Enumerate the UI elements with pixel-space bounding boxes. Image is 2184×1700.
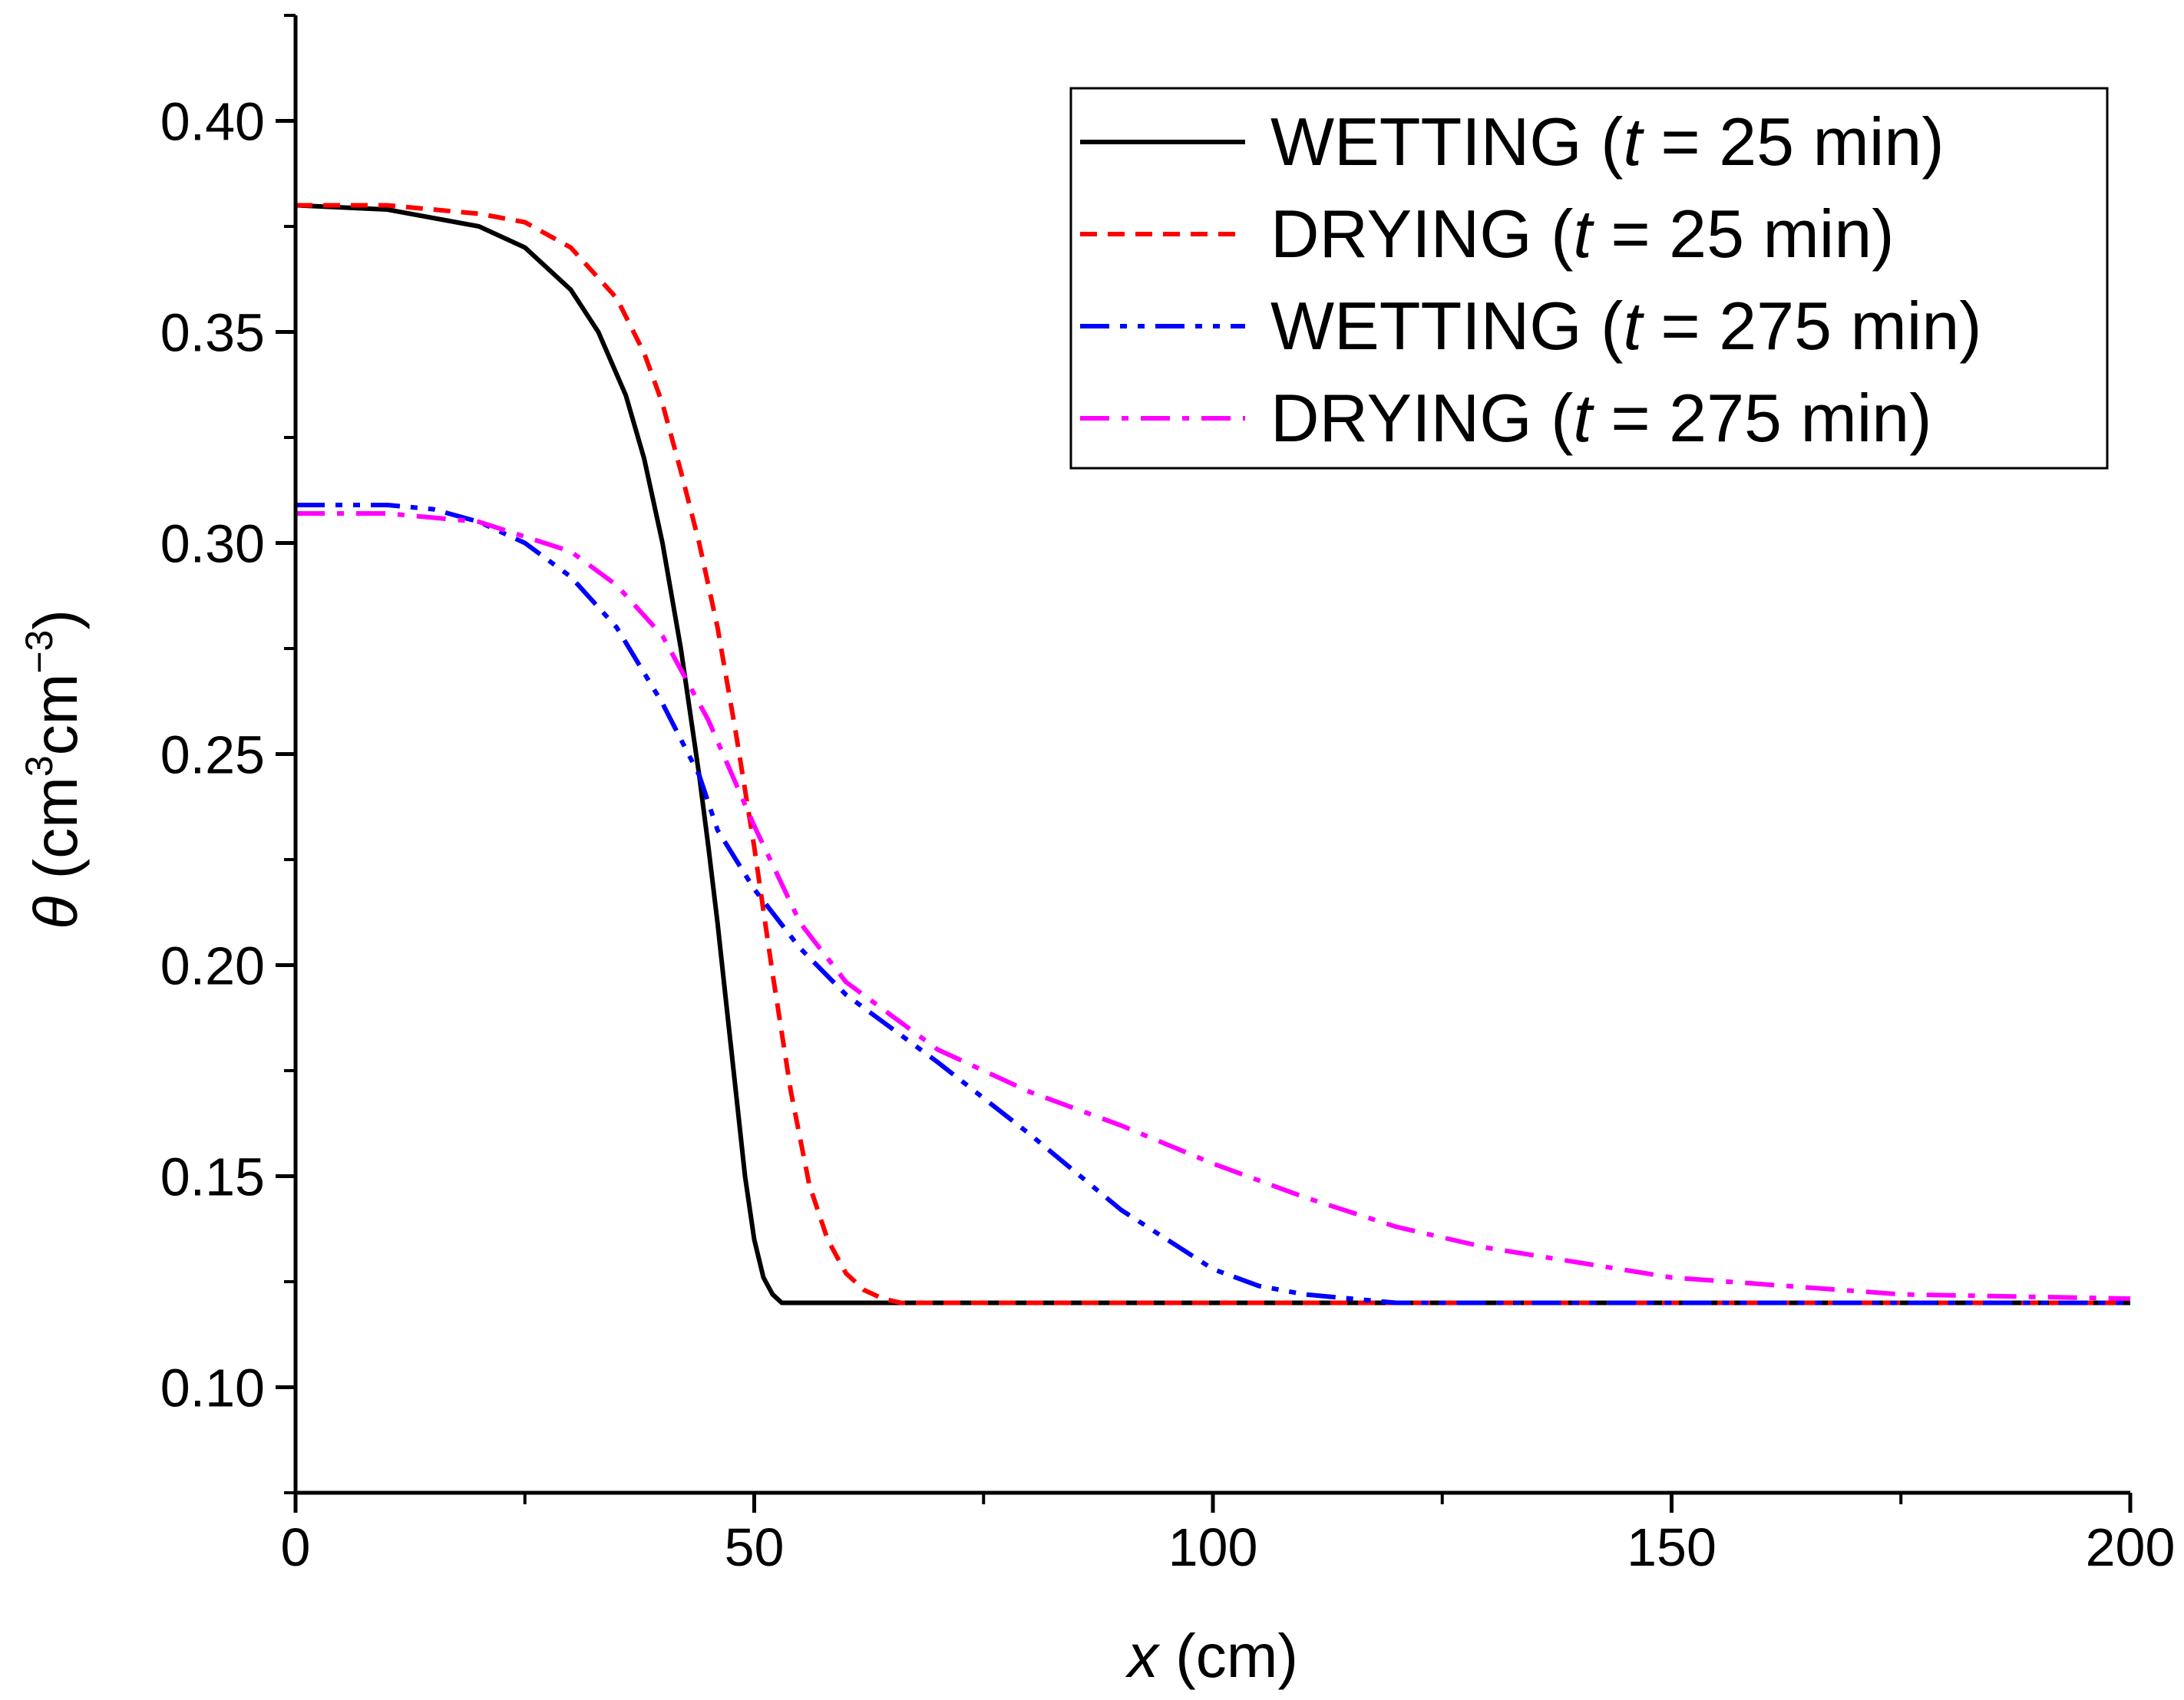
x-axis-label: x (cm) — [1125, 1622, 1298, 1690]
y-axis-label: θ (cm3cm−3) — [18, 609, 90, 929]
legend: WETTING (t = 25 min) DRYING (t = 25 min) W… — [1069, 87, 2109, 470]
x-tick-label: 0 — [281, 1517, 311, 1577]
y-tick-label: 0.40 — [160, 92, 265, 152]
series-line-drying-275 — [296, 511, 2131, 1301]
y-tick-label: 0.30 — [160, 514, 265, 574]
x-tick-label: 100 — [1168, 1517, 1258, 1577]
x-tick-label: 50 — [725, 1517, 785, 1577]
y-tick-label: 0.20 — [160, 936, 265, 996]
y-tick-label: 0.10 — [160, 1358, 265, 1418]
x-tick-label: 150 — [1627, 1517, 1716, 1577]
series-line-wetting-25 — [295, 203, 2130, 1306]
y-tick-label: 0.15 — [160, 1147, 265, 1207]
axes: 0 50 100 150 200 0.10 0.15 0.20 0.25 0.30 0.35 0.40… — [18, 14, 2176, 1690]
y-tick-label: 0.25 — [160, 725, 265, 785]
y-tick-label: 0.35 — [160, 303, 265, 363]
legend-label-drying-275: DRYING (t = 275 min) — [1270, 380, 1932, 456]
series-line-drying-25 — [296, 203, 2130, 1306]
legend-label-wetting-275: WETTING (t = 275 min) — [1270, 288, 1982, 364]
legend-label-wetting-25: WETTING (t = 25 min) — [1270, 104, 1944, 180]
plot-series — [295, 203, 2131, 1306]
legend-box — [1069, 87, 2109, 470]
x-tick-label: 200 — [2086, 1517, 2176, 1577]
legend-label-drying-25: DRYING (t = 25 min) — [1270, 196, 1895, 272]
series-line-wetting-275 — [296, 503, 2130, 1306]
